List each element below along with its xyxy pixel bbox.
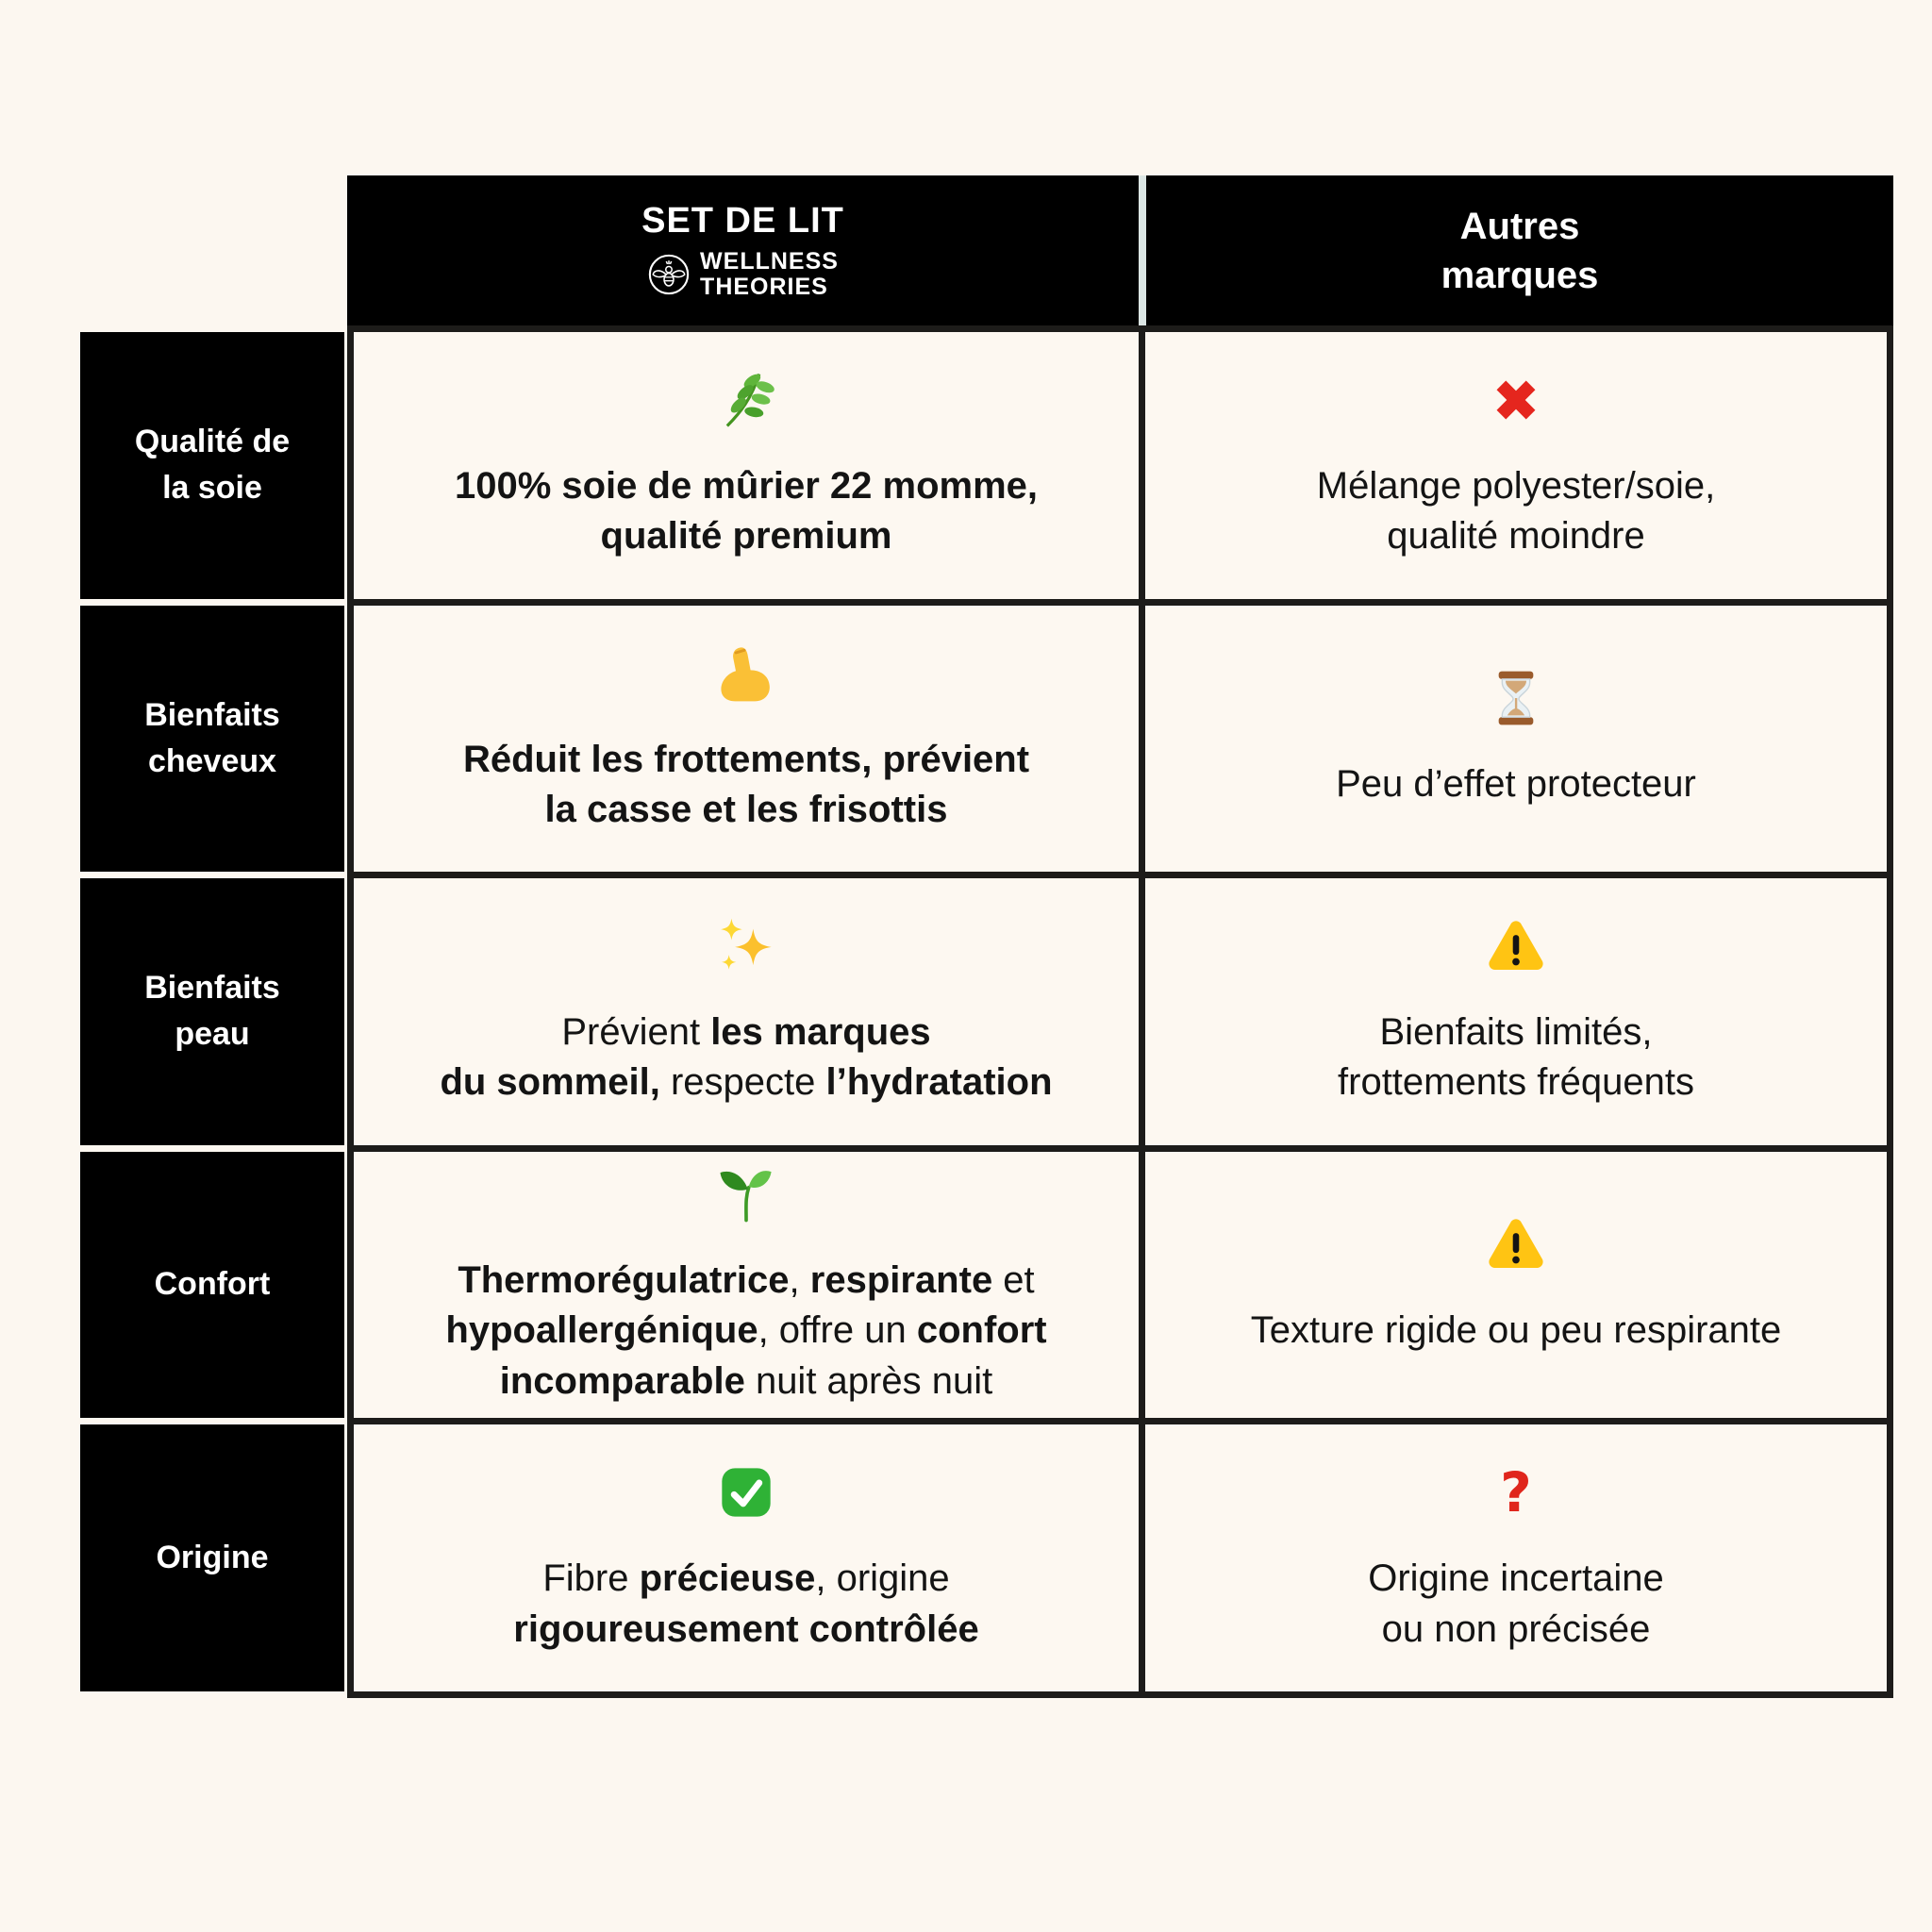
cell-text: Origine incertaine ou non précisée — [1368, 1557, 1664, 1650]
seedling-icon — [715, 1163, 777, 1225]
brand-cell: Prévient les marques du sommeil, respect… — [354, 878, 1139, 1145]
cell-text: Texture rigide ou peu respirante — [1250, 1309, 1782, 1352]
header-column-divider — [1139, 175, 1146, 325]
sparkles-icon — [715, 915, 777, 977]
cell-text: Réduit les frottements, prévient la cass… — [462, 738, 1030, 830]
brand-name-line-1: WELLNESS — [700, 247, 839, 275]
brand-header-cell: SET DE LIT WELLNESS THEORIES — [347, 175, 1139, 325]
row-label: Bienfaits peau — [80, 878, 344, 1145]
brand-cell: Thermorégulatrice, respirante et hypoall… — [354, 1151, 1139, 1419]
competitor-cell: ? Origine incertaine ou non précisée — [1145, 1424, 1887, 1691]
bee-logo-icon — [647, 253, 691, 296]
brand-product-title: SET DE LIT — [641, 200, 844, 241]
table-body: 100% soie de mûrier 22 momme, qualité pr… — [347, 325, 1893, 1698]
row-label-column: Qualité de la soie Bienfaits cheveux Bienf… — [80, 332, 344, 1691]
herb-icon — [715, 369, 777, 431]
cell-text: Thermorégulatrice, respirante et hypoall… — [445, 1259, 1047, 1402]
warning-icon — [1485, 1213, 1547, 1275]
cell-text: Peu d’effet protecteur — [1336, 763, 1696, 806]
check-mark-icon — [715, 1461, 777, 1524]
competitor-cell: Bienfaits limités, frottements fréquents — [1145, 878, 1887, 1145]
brand-cell: Réduit les frottements, prévient la cass… — [354, 605, 1139, 873]
brand-logo-row: WELLNESS THEORIES — [647, 247, 839, 301]
competitor-header-cell: Autres marques — [1146, 175, 1893, 325]
cell-text: 100% soie de mûrier 22 momme, qualité pr… — [454, 465, 1039, 558]
row-label: Bienfaits cheveux — [80, 605, 344, 873]
table-header: SET DE LIT WELLNESS THEORIES — [347, 175, 1893, 325]
cell-text: Prévient les marques du sommeil, respect… — [440, 1011, 1053, 1104]
hourglass-icon — [1485, 667, 1547, 729]
cross-mark-icon — [1485, 369, 1547, 431]
brand-name-line-2: THEORIES — [700, 274, 828, 300]
cell-text: Fibre précieuse, origine rigoureusement … — [513, 1557, 979, 1650]
competitor-cell: Mélange polyester/soie, qualité moindre — [1145, 332, 1887, 599]
comparison-table: SET DE LIT WELLNESS THEORIES — [80, 175, 1893, 1698]
brand-cell: 100% soie de mûrier 22 momme, qualité pr… — [354, 332, 1139, 599]
brand-cell: Fibre précieuse, origine rigoureusement … — [354, 1424, 1139, 1691]
warning-icon — [1485, 915, 1547, 977]
row-label: Qualité de la soie — [80, 332, 344, 599]
competitor-cell: Texture rigide ou peu respirante — [1145, 1151, 1887, 1419]
flexed-biceps-icon — [715, 642, 777, 705]
question-mark-icon: ? — [1500, 1460, 1532, 1525]
cell-text: Bienfaits limités, frottements fréquents — [1338, 1011, 1694, 1104]
competitor-cell: Peu d’effet protecteur — [1145, 605, 1887, 873]
row-label: Origine — [80, 1424, 344, 1691]
cell-text: Mélange polyester/soie, qualité moindre — [1316, 465, 1716, 558]
row-label: Confort — [80, 1151, 344, 1419]
brand-name: WELLNESS THEORIES — [700, 247, 839, 301]
